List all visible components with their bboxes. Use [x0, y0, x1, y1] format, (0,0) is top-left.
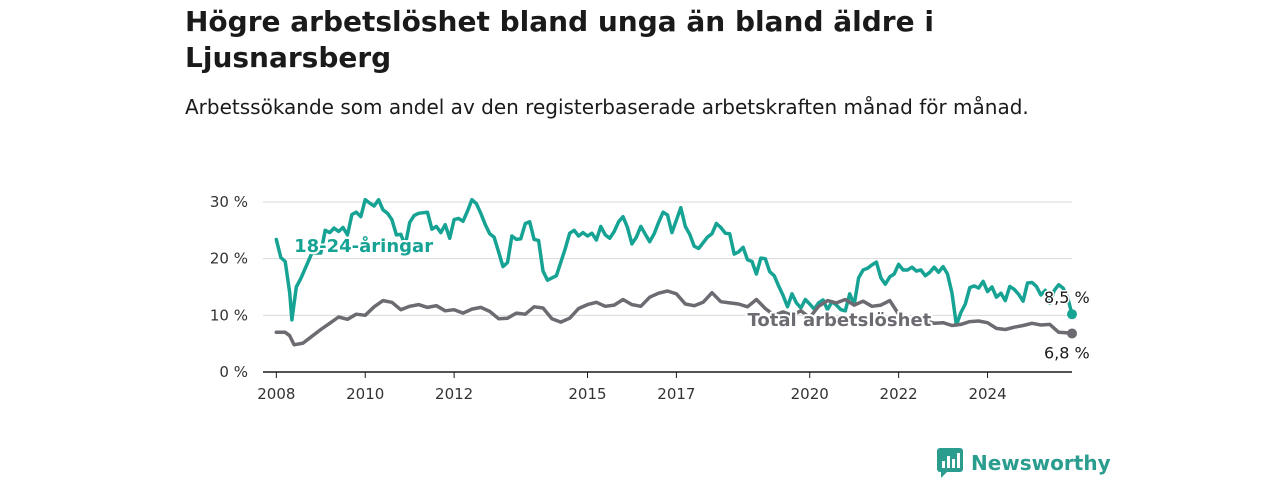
x-tick-label: 2022 [880, 385, 918, 403]
series-lines [274, 197, 1077, 347]
x-axis-ticks: 2008 2010 2012 2015 2017 2020 2022 2024 [257, 372, 1007, 403]
y-tick-label: 0 % [219, 363, 248, 381]
x-tick-label: 2020 [791, 385, 829, 403]
x-tick-label: 2015 [568, 385, 606, 403]
x-tick-label: 2012 [435, 385, 473, 403]
y-axis-ticks: 0 % 10 % 20 % 30 % [210, 193, 248, 381]
chart-subtitle: Arbetssökande som andel av den registerb… [185, 95, 1029, 119]
x-tick-label: 2017 [657, 385, 695, 403]
chart-title: Högre arbetslöshet bland unga än bland ä… [185, 5, 934, 74]
series-labels: 18-24-åringar 8,5 % Total arbetslöshet 6,8 … [292, 233, 1091, 364]
y-tick-label: 30 % [210, 193, 248, 211]
series-label-youth: 18-24-åringar [294, 235, 433, 257]
end-point-youth [1067, 309, 1077, 320]
x-tick-label: 2008 [257, 385, 295, 403]
series-label-total: Total arbetslöshet [748, 310, 932, 331]
end-point-total [1067, 328, 1077, 339]
series-line-youth [274, 197, 1074, 327]
gridlines [263, 201, 1072, 373]
brand-logo: Newsworthy [937, 447, 1111, 479]
series-line-total [274, 289, 1074, 347]
x-tick-label: 2010 [346, 385, 384, 403]
x-tick-label: 2024 [968, 385, 1006, 403]
end-value-label-youth: 8,5 % [1044, 288, 1090, 307]
y-tick-label: 20 % [210, 250, 248, 268]
end-value-label-total: 6,8 % [1044, 343, 1090, 362]
newsworthy-bar-chart-icon [937, 448, 963, 478]
brand-name: Newsworthy [971, 451, 1111, 475]
y-tick-label: 10 % [210, 306, 248, 324]
